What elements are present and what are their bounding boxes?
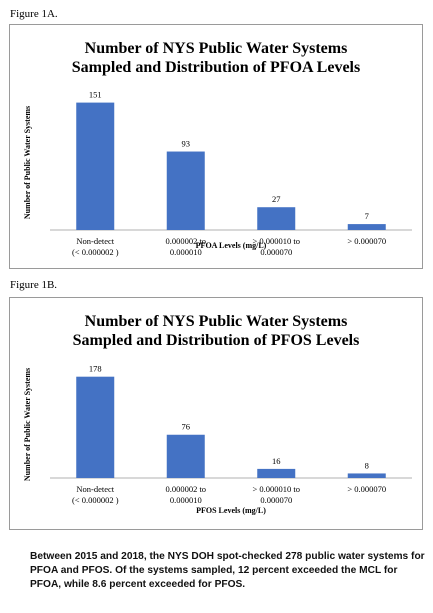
pfos-data-label-2: 76 xyxy=(182,422,191,432)
pfoa-tick-label-3-2: 0.000070 xyxy=(260,247,292,257)
chart-pfos: Number of NYS Public Water Systems Sample… xyxy=(23,313,412,515)
pfos-tick-label-3-2: 0.000070 xyxy=(260,495,292,505)
pfoa-tick-label-1-1: Non-detect xyxy=(76,236,114,246)
pfoa-title-line-2: Sampled and Distribution of PFOA Levels xyxy=(72,59,360,76)
figure-1a-label: Figure 1A. xyxy=(10,8,58,20)
pfoa-bar-3 xyxy=(257,207,296,230)
pfoa-tick-label-2-1: 0.000002 to xyxy=(165,236,206,246)
pfos-x-axis-label: PFOS Levels (mg/L) xyxy=(196,506,266,515)
pfos-tick-label-1-2: (< 0.000002 ) xyxy=(72,495,119,505)
chart-pfoa-panel: Number of NYS Public Water Systems Sample… xyxy=(9,24,423,269)
pfos-bar-3 xyxy=(257,468,296,478)
pfoa-data-label-3: 27 xyxy=(272,194,281,204)
pfoa-data-label-2: 93 xyxy=(182,139,191,149)
pfos-tick-label-1-1: Non-detect xyxy=(76,484,114,494)
pfoa-tick-label-3-1: > 0.000010 to xyxy=(252,236,300,246)
pfoa-bar-1 xyxy=(76,102,115,230)
pfoa-y-axis-label: Number of Public Water Systems xyxy=(23,106,32,219)
pfos-tick-label-4-1: > 0.000070 xyxy=(347,484,386,494)
pfos-data-label-3: 16 xyxy=(272,456,281,466)
pfoa-x-axis-label: PFOA Levels (mg/L) xyxy=(196,241,267,250)
pfos-y-axis-label: Number of Public Water Systems xyxy=(23,368,32,481)
pfoa-tick-label-1-2: (< 0.000002 ) xyxy=(72,247,119,257)
pfoa-tick-label-4-1: > 0.000070 xyxy=(347,236,386,246)
pfoa-tick-label-2-2: 0.000010 xyxy=(170,247,202,257)
pfos-data-label-1: 178 xyxy=(89,364,102,374)
pfos-bar-4 xyxy=(347,473,386,478)
figure-1b-label: Figure 1B. xyxy=(10,279,58,291)
pfoa-data-label-4: 7 xyxy=(365,211,369,221)
pfoa-data-label-1: 151 xyxy=(89,90,102,100)
pfos-bar-2 xyxy=(166,434,205,478)
pfos-tick-label-2-2: 0.000010 xyxy=(170,495,202,505)
pfos-tick-label-2-1: 0.000002 to xyxy=(165,484,206,494)
pfos-bar-1 xyxy=(76,376,115,478)
pfoa-bar-4 xyxy=(347,224,386,230)
pfoa-bar-2 xyxy=(166,151,205,230)
pfoa-title-line-1: Number of NYS Public Water Systems xyxy=(85,40,348,57)
pfos-data-label-4: 8 xyxy=(365,460,369,470)
pfos-tick-label-3-1: > 0.000010 to xyxy=(252,484,300,494)
pfos-title-line-1: Number of NYS Public Water Systems xyxy=(85,313,348,330)
chart-pfos-panel: Number of NYS Public Water Systems Sample… xyxy=(9,297,423,530)
chart-pfoa: Number of NYS Public Water Systems Sample… xyxy=(23,40,412,257)
pfos-title-line-2: Sampled and Distribution of PFOS Levels xyxy=(73,332,360,349)
caption-text: Between 2015 and 2018, the NYS DOH spot-… xyxy=(30,551,425,590)
